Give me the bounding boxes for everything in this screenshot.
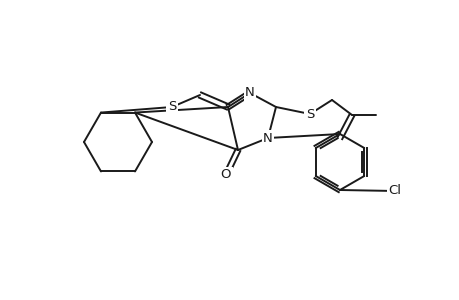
Text: N: N <box>245 86 254 100</box>
Text: N: N <box>263 131 272 145</box>
Text: S: S <box>168 100 176 113</box>
Text: O: O <box>220 169 231 182</box>
Text: Cl: Cl <box>388 184 401 197</box>
Text: S: S <box>305 107 313 121</box>
